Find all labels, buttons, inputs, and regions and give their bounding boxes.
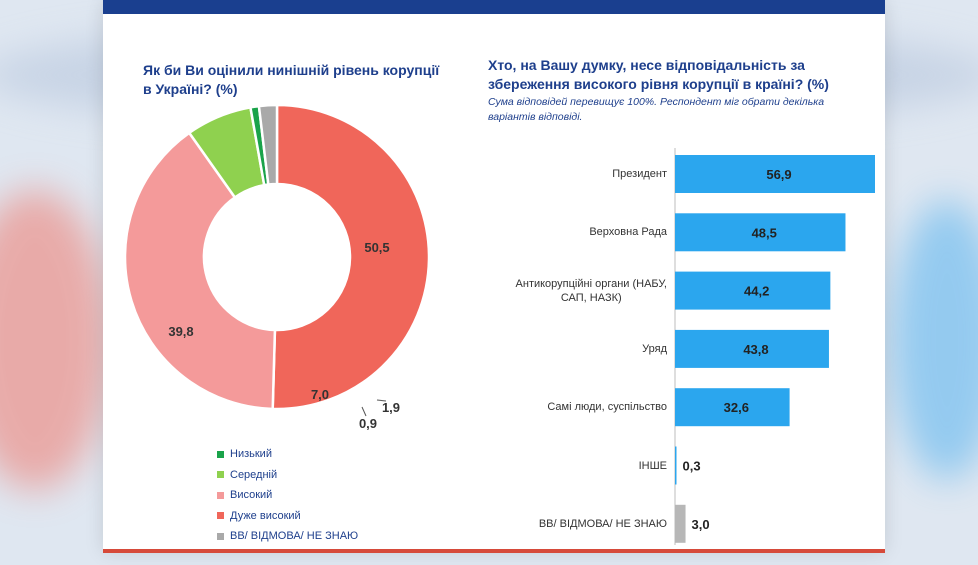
legend-item-0: Низький bbox=[217, 444, 358, 465]
legend-swatch bbox=[217, 491, 224, 499]
bar-6 bbox=[675, 504, 686, 543]
legend-item-2: Високий bbox=[217, 485, 358, 506]
donut-slice-label-0: 50,5 bbox=[364, 240, 389, 255]
legend-swatch bbox=[217, 471, 224, 479]
legend-swatch bbox=[217, 532, 224, 540]
bar-value-label-5: 0,3 bbox=[683, 459, 701, 474]
bar-category-label-5: ІНШЕ bbox=[638, 459, 667, 472]
donut-legend: Низький Середній Високий Дуже високий ВВ/ ВІ… bbox=[217, 444, 358, 547]
legend-item-4: ВВ/ ВІДМОВА/ НЕ ЗНАЮ bbox=[217, 526, 358, 547]
bar-value-label-2: 44,2 bbox=[744, 284, 769, 299]
bar-0 bbox=[675, 155, 875, 193]
bar-chart-subtitle: Сума відповідей перевищує 100%. Респонде… bbox=[488, 96, 825, 123]
legend-swatch bbox=[217, 512, 224, 520]
bar-value-label-6: 3,0 bbox=[692, 517, 710, 532]
leader-line-no-answer bbox=[376, 399, 387, 402]
donut-chart-title: Як би Ви оцінили нинішній рівень корупці… bbox=[143, 62, 440, 97]
donut-slice-label-4: 1,9 bbox=[382, 400, 400, 415]
legend-item-1: Середній bbox=[217, 465, 358, 486]
legend-label: ВВ/ ВІДМОВА/ НЕ ЗНАЮ bbox=[230, 530, 359, 543]
bar-category-label-0: Президент bbox=[612, 168, 667, 180]
bar-value-label-3: 43,8 bbox=[743, 342, 768, 357]
bar-category-label-6: ВВ/ ВІДМОВА/ НЕ ЗНАЮ bbox=[538, 517, 667, 530]
bar-value-label-4: 32,6 bbox=[724, 400, 749, 415]
bar-category-label-1: Верховна Рада bbox=[589, 226, 667, 239]
bar-category-label-2: Антикорупційні органи (НАБУ, САП, НАЗК) bbox=[515, 277, 667, 304]
legend-label: Дуже високий bbox=[230, 509, 301, 522]
bar-2 bbox=[675, 271, 831, 310]
bar-3 bbox=[675, 329, 829, 368]
slide-bottom-bar bbox=[103, 549, 885, 553]
bar-value-label-0: 56,9 bbox=[766, 167, 791, 182]
background-blur-right bbox=[892, 200, 978, 480]
bar-5 bbox=[675, 446, 677, 485]
bar-category-label-3: Уряд bbox=[642, 342, 667, 355]
donut-slice-label-3: 0,9 bbox=[359, 416, 377, 431]
slide-top-bar bbox=[103, 0, 885, 14]
donut-slice-label-1: 39,8 bbox=[168, 324, 193, 339]
legend-label: Середній bbox=[230, 468, 278, 481]
donut-slice-0 bbox=[271, 103, 431, 411]
donut-slice-4 bbox=[257, 103, 279, 186]
bar-category-label-4: Самі люди, суспільство bbox=[547, 401, 667, 414]
bar-chart-title: Хто, на Вашу думку, несе відповідальніст… bbox=[488, 57, 829, 92]
legend-label: Низький bbox=[230, 448, 272, 461]
legend-swatch bbox=[217, 450, 224, 458]
leader-line-low bbox=[361, 406, 367, 417]
legend-label: Високий bbox=[230, 489, 273, 502]
donut-slice-label-2: 7,0 bbox=[311, 387, 329, 402]
bar-1 bbox=[675, 213, 846, 252]
bar-value-label-1: 48,5 bbox=[752, 225, 777, 240]
bar-4 bbox=[675, 388, 790, 427]
donut-slice-1 bbox=[123, 131, 277, 411]
legend-item-3: Дуже високий bbox=[217, 506, 358, 527]
